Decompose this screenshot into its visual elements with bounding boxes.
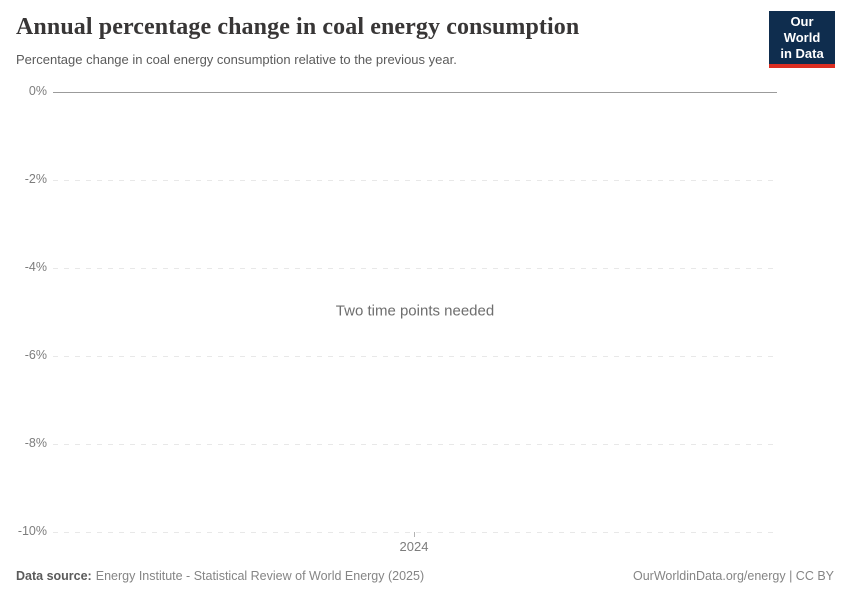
data-source-value: Energy Institute - Statistical Review of… <box>95 569 425 583</box>
dashed-gridline <box>53 268 777 269</box>
footer: Data source: Energy Institute - Statistic… <box>16 569 834 583</box>
x-tick-label: 2024 <box>399 539 429 554</box>
zero-axis-gridline <box>53 92 777 93</box>
dashed-gridline <box>53 444 777 445</box>
owid-logo-line1: Our World <box>783 14 821 45</box>
attribution: OurWorldinData.org/energy | CC BY <box>632 569 834 583</box>
owid-logo: Our World in Data <box>769 11 835 68</box>
y-tick-label: -10% <box>17 524 47 538</box>
y-tick-label: 0% <box>28 84 47 98</box>
chart-subtitle: Percentage change in coal energy consump… <box>16 52 457 67</box>
dashed-gridline <box>53 532 777 533</box>
plot-area: Two time points needed 2024 0% -2% -4% -6% -… <box>0 84 777 554</box>
y-tick-label: -6% <box>24 348 47 362</box>
data-source: Data source: Energy Institute - Statistic… <box>16 569 424 583</box>
y-tick-label: -2% <box>24 172 47 186</box>
chart-empty-message: Two time points needed <box>335 302 495 320</box>
y-tick-label: -8% <box>24 436 47 450</box>
dashed-gridline <box>53 180 777 181</box>
page-title: Annual percentage change in coal energy … <box>16 14 580 40</box>
x-tick-mark <box>414 532 415 537</box>
y-tick-label: -4% <box>24 260 47 274</box>
data-source-label: Data source: <box>16 569 92 583</box>
owid-logo-line2: in Data <box>780 46 824 61</box>
dashed-gridline <box>53 356 777 357</box>
